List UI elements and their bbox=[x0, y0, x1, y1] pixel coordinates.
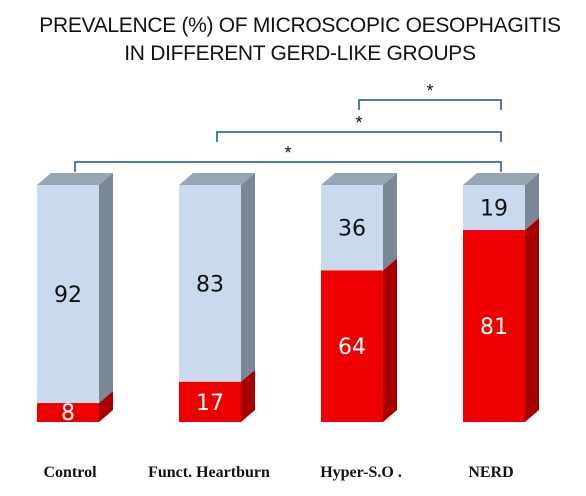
category-label-2: Hyper-S.O . bbox=[320, 464, 402, 481]
bar-upper-top-2 bbox=[321, 173, 397, 185]
bar-upper-side-0 bbox=[99, 173, 113, 404]
value-label-bottom-2: 64 bbox=[338, 335, 366, 360]
value-label-top-3: 19 bbox=[480, 197, 508, 222]
bracket-line-0 bbox=[358, 99, 502, 110]
significance-bracket-0: * bbox=[358, 81, 502, 110]
value-label-top-1: 83 bbox=[196, 272, 224, 297]
category-label-0: Control bbox=[43, 464, 97, 481]
chart-title-line-2: IN DIFFERENT GERD-LIKE GROUPS bbox=[124, 42, 476, 65]
bar-lower-side-1 bbox=[241, 369, 255, 422]
bar-upper-front-0 bbox=[37, 185, 99, 404]
category-label-1: Funct. Heartburn bbox=[148, 464, 270, 481]
bar-upper-front-2 bbox=[321, 185, 383, 271]
bar-upper-side-3 bbox=[525, 173, 539, 231]
bar-lower-side-2 bbox=[383, 258, 397, 422]
value-label-bottom-1: 17 bbox=[196, 391, 224, 416]
bar-lower-front-1 bbox=[179, 381, 241, 422]
bar-upper-top-1 bbox=[179, 173, 255, 185]
bracket-line-2 bbox=[74, 161, 502, 172]
bar-lower-front-0 bbox=[37, 403, 99, 422]
bar-lower-front-2 bbox=[321, 270, 383, 422]
bracket-line-1 bbox=[216, 131, 502, 142]
bar-lower-side-0 bbox=[99, 391, 113, 422]
significance-star-0: * bbox=[426, 81, 433, 101]
significance-brackets: * * * bbox=[74, 81, 502, 172]
bar-upper-front-3 bbox=[463, 185, 525, 231]
category-label-3: NERD bbox=[468, 464, 513, 481]
value-label-bottom-0: 8 bbox=[61, 401, 75, 426]
value-label-bottom-3: 81 bbox=[480, 315, 508, 340]
bar-upper-front-1 bbox=[179, 185, 241, 382]
significance-star-1: * bbox=[355, 113, 362, 133]
chart-title-line-1: PREVALENCE (%) OF MICROSCOPIC OESOPHAGIT… bbox=[39, 14, 561, 37]
bar-upper-top-3 bbox=[463, 173, 539, 185]
bar-stack-0: 92 8 bbox=[37, 173, 113, 426]
significance-star-2: * bbox=[284, 143, 291, 163]
value-label-top-0: 92 bbox=[54, 283, 82, 308]
bar-upper-side-1 bbox=[241, 173, 255, 382]
significance-bracket-1: * bbox=[216, 113, 502, 142]
bar-stack-2: 36 64 bbox=[321, 173, 397, 422]
bar-stack-1: 83 17 bbox=[179, 173, 255, 422]
bar-upper-top-0 bbox=[37, 173, 113, 185]
category-labels: Control Funct. Heartburn Hyper-S.O . NERD bbox=[43, 464, 513, 481]
bar-upper-side-2 bbox=[383, 173, 397, 271]
significance-bracket-2: * bbox=[74, 143, 502, 172]
bar-lower-front-3 bbox=[463, 230, 525, 422]
value-label-top-2: 36 bbox=[338, 217, 366, 242]
bar-lower-side-3 bbox=[525, 218, 539, 422]
